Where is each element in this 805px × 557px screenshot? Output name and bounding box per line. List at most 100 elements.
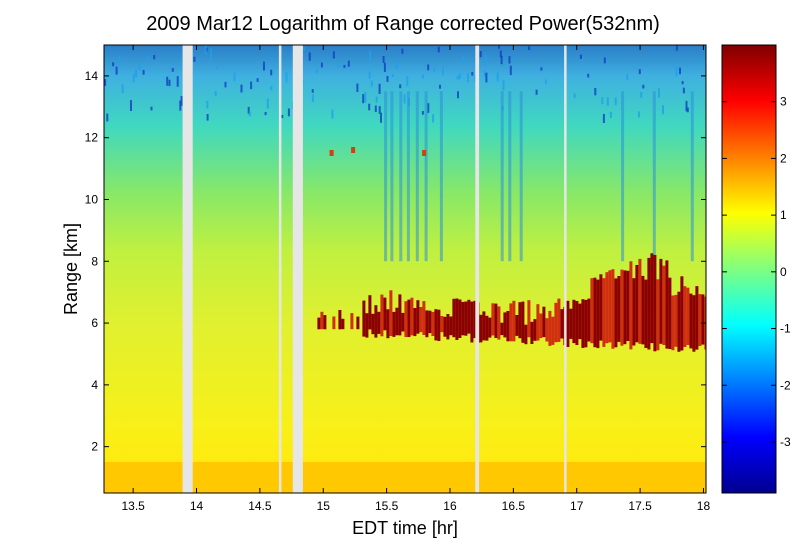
cloud-column (686, 287, 690, 345)
cloud-column (404, 301, 408, 337)
noise-speckle (166, 76, 169, 86)
cloud-column (422, 301, 426, 335)
noise-speckle (179, 100, 182, 111)
y-tick-label: 8 (91, 254, 98, 268)
noise-speckle (432, 114, 435, 123)
noise-streak (406, 91, 410, 262)
cloud-column (356, 316, 360, 330)
noise-speckle (682, 87, 685, 94)
noise-speckle (391, 74, 394, 78)
noise-speckle (250, 81, 253, 90)
noise-speckle (138, 63, 141, 70)
noise-speckle (458, 73, 461, 80)
cloud-column (446, 314, 450, 340)
noise-speckle (662, 105, 664, 115)
noise-speckle (146, 56, 149, 61)
cloud-column (602, 278, 606, 347)
noise-speckle (315, 69, 318, 74)
cloud-column (365, 313, 369, 338)
cloud-column (389, 290, 393, 336)
noise-speckle (247, 106, 250, 114)
cloud-column (362, 300, 366, 337)
noise-speckle (233, 72, 236, 81)
noise-speckle (675, 45, 678, 51)
colorbar-gradient (721, 44, 777, 494)
cloud-column (611, 269, 615, 349)
x-tick-label: 13.5 (121, 499, 145, 513)
colorbar-tick-label: -1 (780, 322, 791, 336)
cloud-column (527, 300, 531, 338)
noise-speckle (406, 76, 409, 87)
noise-speckle (112, 62, 115, 67)
cloud-column (413, 308, 417, 337)
noise-speckle (496, 72, 499, 82)
cloud-column (482, 311, 486, 341)
cloud-column (608, 270, 612, 343)
cloud-column (401, 312, 405, 332)
noise-speckle (118, 55, 121, 65)
cloud-column (581, 299, 585, 348)
cloud-column (440, 316, 444, 333)
noise-speckle (427, 103, 430, 113)
cloud-column (380, 294, 384, 337)
noise-speckle (442, 65, 444, 76)
noise-streaks (104, 45, 694, 262)
y-tick-label: 6 (91, 316, 98, 330)
cloud-column (374, 305, 378, 338)
x-tick-label: 15.5 (375, 499, 399, 513)
cloud-column (683, 286, 687, 347)
cloud-column (590, 278, 594, 344)
noise-speckle (308, 52, 311, 61)
noise-speckle (573, 93, 576, 99)
cloud-column (626, 270, 630, 341)
noise-speckle (484, 55, 487, 66)
cloud-column (587, 298, 591, 342)
noise-speckle (462, 55, 465, 64)
cloud-column (632, 278, 636, 346)
cloud-column (515, 315, 519, 336)
noise-speckle (368, 71, 371, 79)
cloud-column (473, 300, 477, 339)
noise-streak (500, 91, 504, 262)
x-tick-label: 15 (317, 499, 331, 513)
cloud-column (578, 303, 582, 340)
noise-streak (519, 91, 523, 262)
cloud-column (506, 311, 510, 342)
cloud-layer (317, 147, 706, 352)
cloud-column (479, 314, 483, 343)
cloud-column (575, 301, 579, 345)
noise-speckle (281, 114, 284, 118)
colorbar-tick-label: -2 (780, 378, 791, 392)
noise-speckle (193, 56, 196, 62)
data-gap (564, 45, 567, 493)
noise-streak (690, 91, 694, 262)
cloud-column (323, 315, 327, 330)
noise-speckle (579, 54, 582, 59)
cloud-column (458, 299, 462, 338)
noise-speckle (437, 46, 440, 53)
noise-streak (415, 91, 419, 262)
noise-speckle (168, 79, 171, 87)
noise-speckle (601, 97, 604, 105)
cloud-column (551, 316, 555, 345)
cloud-column (452, 298, 456, 338)
cloud-column (539, 313, 543, 339)
noise-speckle (471, 71, 474, 76)
noise-speckle (427, 64, 430, 71)
cloud-column (338, 310, 342, 330)
noise-streak (508, 91, 512, 262)
noise-speckle (457, 91, 459, 99)
x-tick-label: 16.5 (502, 499, 526, 513)
noise-speckle (320, 62, 323, 68)
cloud-column (320, 311, 324, 330)
cloud-column (671, 295, 675, 351)
cloud-column (383, 297, 387, 331)
noise-speckle (528, 46, 531, 50)
x-tick-label: 17 (570, 499, 584, 513)
cloud-column (617, 276, 621, 342)
cloud-column (437, 309, 441, 341)
cloud-column (614, 278, 618, 348)
cloud-column (533, 319, 537, 341)
noise-speckle (499, 50, 502, 58)
cloud-column (464, 301, 468, 336)
